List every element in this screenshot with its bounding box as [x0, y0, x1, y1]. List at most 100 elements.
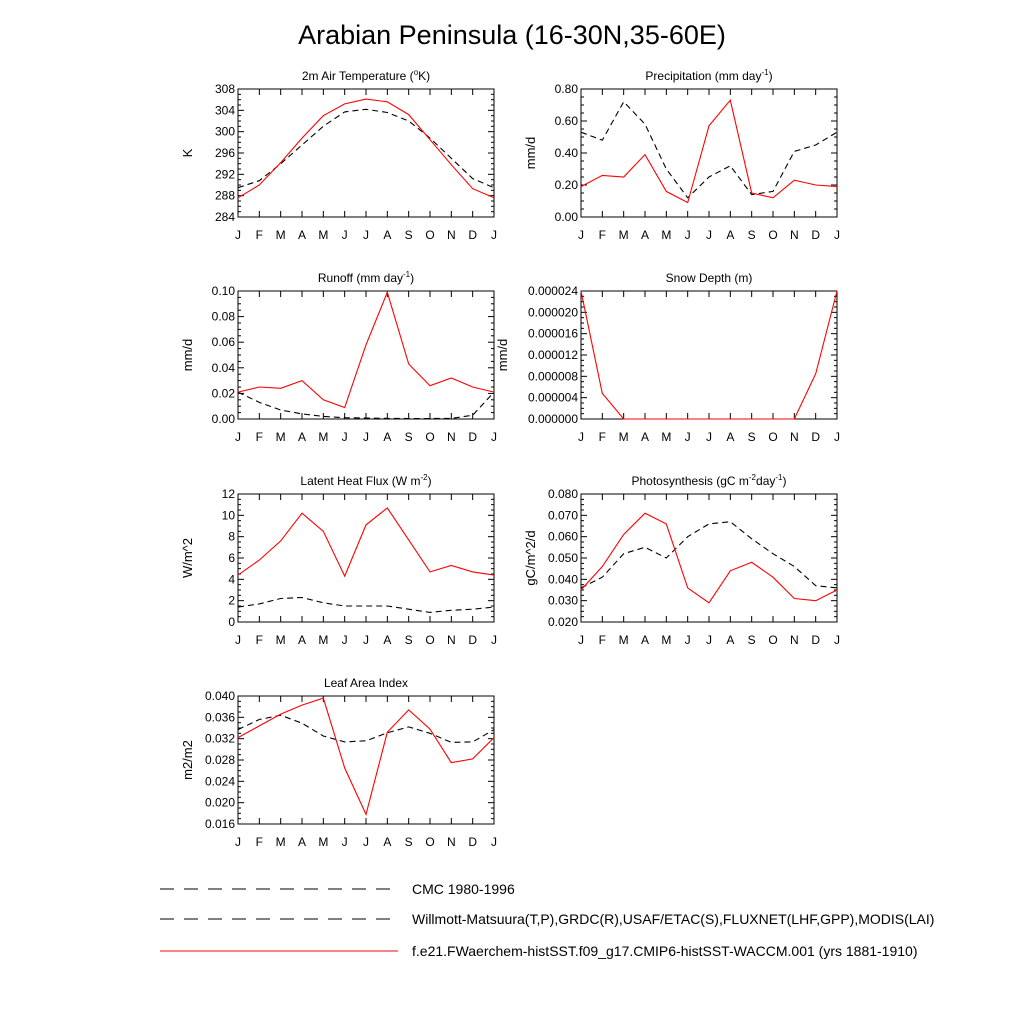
- x-tick-label: D: [811, 228, 820, 242]
- y-axis-label: W/m^2: [180, 538, 195, 578]
- panel-gpp: Photosynthesis (gC m-2day-1) 0.020 0.030 0.…: [523, 473, 840, 647]
- y-tick-label: 0.020: [205, 796, 235, 810]
- y-tick-label: 0.000004: [528, 391, 578, 405]
- title-text: ): [410, 271, 414, 285]
- x-tick-label: J: [706, 633, 712, 647]
- model-series-line: [237, 98, 495, 199]
- panel-title: 2m Air Temperature (oK): [302, 68, 430, 83]
- x-tick-label: A: [298, 633, 306, 647]
- y-tick-label: 2: [228, 594, 235, 608]
- x-tick-label: N: [447, 228, 456, 242]
- x-tick-label: M: [619, 430, 629, 444]
- x-tick-label: J: [834, 430, 840, 444]
- x-tick-label: A: [726, 633, 734, 647]
- y-axis-label: m2/m2: [180, 740, 195, 780]
- y-tick-label: 284: [215, 210, 235, 224]
- y-tick-label: 0.040: [205, 689, 235, 703]
- x-tick-label: J: [235, 228, 241, 242]
- x-tick-label: D: [811, 430, 820, 444]
- x-tick-label: M: [661, 430, 671, 444]
- x-tick-label: A: [641, 228, 649, 242]
- plot-frame: [237, 290, 495, 420]
- x-tick-label: J: [363, 633, 369, 647]
- y-tick-label: 0.060: [548, 530, 578, 544]
- y-tick-label: 0.10: [212, 284, 236, 298]
- x-tick-label: N: [447, 633, 456, 647]
- observed-series-line: [237, 714, 495, 743]
- model-series-line: [237, 697, 495, 817]
- y-axis-label: mm/d: [523, 137, 538, 170]
- model-series-line: [580, 512, 838, 604]
- panel-title: Leaf Area Index: [324, 676, 408, 690]
- title-superscript: -1: [761, 68, 769, 77]
- x-tick-label: S: [748, 228, 756, 242]
- y-tick-label: 0.06: [212, 335, 236, 349]
- y-tick-label: 300: [215, 125, 235, 139]
- model-series-line: [580, 290, 838, 420]
- y-tick-label: 0.04: [212, 361, 236, 375]
- legend-label-2: Willmott-Matsuura(T,P),GRDC(R),USAF/ETAC…: [412, 911, 934, 927]
- x-tick-label: J: [706, 228, 712, 242]
- observed-series-line: [237, 108, 495, 189]
- panel-temp: 2m Air Temperature (oK) 284 288 292 296 300 30…: [180, 68, 497, 242]
- y-tick-label: 0.050: [548, 551, 578, 565]
- x-tick-label: M: [661, 633, 671, 647]
- x-tick-label: J: [235, 633, 241, 647]
- x-tick-label: A: [298, 835, 306, 849]
- x-tick-label: M: [318, 633, 328, 647]
- x-tick-label: M: [318, 835, 328, 849]
- x-tick-label: O: [768, 633, 777, 647]
- y-axis-label: gC/m^2/d: [523, 530, 538, 585]
- x-tick-label: M: [661, 228, 671, 242]
- y-tick-label: 10: [222, 508, 236, 522]
- model-series-line: [237, 290, 495, 409]
- x-tick-label: M: [276, 228, 286, 242]
- title-superscript: -2: [420, 473, 428, 482]
- x-tick-label: S: [405, 835, 413, 849]
- x-tick-label: J: [342, 633, 348, 647]
- y-tick-label: 0.00: [212, 412, 236, 426]
- x-tick-label: D: [468, 835, 477, 849]
- title-text: ): [428, 474, 432, 488]
- x-tick-label: O: [768, 228, 777, 242]
- figure-title: Arabian Peninsula (16-30N,35-60E): [298, 20, 726, 50]
- observed-series-line: [580, 100, 838, 199]
- x-tick-label: J: [578, 633, 584, 647]
- model-series-line: [580, 98, 838, 204]
- plot-frame: [237, 88, 495, 218]
- title-text: day: [756, 474, 775, 488]
- title-superscript: o: [414, 68, 419, 77]
- x-tick-label: M: [276, 633, 286, 647]
- x-tick-label: J: [834, 633, 840, 647]
- x-tick-label: O: [425, 430, 434, 444]
- x-tick-label: D: [811, 633, 820, 647]
- x-tick-label: J: [578, 430, 584, 444]
- panel-lai: Leaf Area Index 0.016 0.020 0.024 0.028 0.032…: [180, 676, 497, 849]
- title-text: Latent Heat Flux (W m: [300, 474, 420, 488]
- y-tick-label: 0.000012: [528, 348, 578, 362]
- y-tick-label: 0.20: [555, 178, 579, 192]
- x-tick-label: F: [256, 633, 263, 647]
- x-tick-label: J: [834, 228, 840, 242]
- y-tick-label: 0.032: [205, 732, 235, 746]
- y-tick-label: 0.60: [555, 114, 579, 128]
- x-tick-label: N: [447, 835, 456, 849]
- panel-precip: Precipitation (mm day-1) 0.00 0.20 0.40 0.60…: [523, 68, 840, 242]
- y-tick-label: 0.070: [548, 508, 578, 522]
- y-tick-label: 296: [215, 146, 235, 160]
- x-tick-label: M: [276, 835, 286, 849]
- y-tick-label: 304: [215, 103, 235, 117]
- legend: CMC 1980-1996 Willmott-Matsuura(T,P),GRDC…: [160, 881, 934, 959]
- x-tick-label: M: [318, 430, 328, 444]
- x-tick-label: S: [748, 633, 756, 647]
- y-tick-label: 0.40: [555, 146, 579, 160]
- x-tick-label: J: [342, 228, 348, 242]
- y-axis-label: mm/d: [495, 339, 510, 372]
- x-tick-label: A: [298, 228, 306, 242]
- y-tick-label: 0.080: [548, 487, 578, 501]
- x-tick-label: S: [405, 430, 413, 444]
- x-tick-label: F: [599, 633, 606, 647]
- x-tick-label: A: [641, 430, 649, 444]
- y-tick-label: 12: [222, 487, 236, 501]
- x-tick-label: S: [748, 430, 756, 444]
